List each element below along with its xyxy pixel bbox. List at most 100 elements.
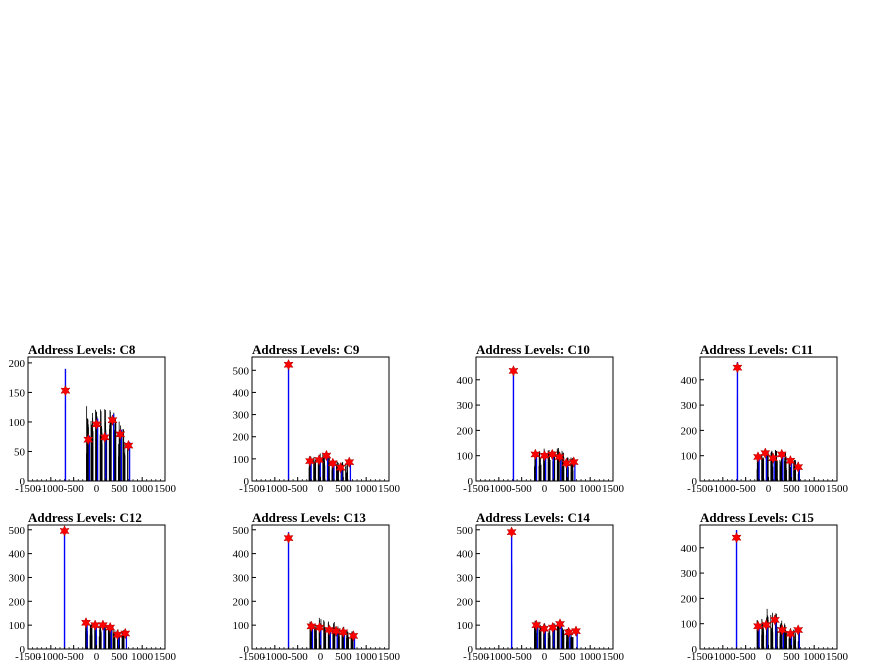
x-tick-label: -1500 [463, 483, 489, 495]
peak-marker [769, 614, 780, 626]
peak-marker [793, 624, 804, 636]
y-tick-label: 300 [233, 572, 250, 584]
peak-marker [554, 618, 566, 630]
y-tick-label: 400 [233, 387, 250, 399]
x-tick-label: -1500 [239, 483, 265, 495]
x-tick-label: -500 [512, 483, 533, 495]
y-tick-label: 100 [681, 619, 698, 631]
x-tick-label: 500 [335, 651, 352, 663]
x-tick-label: -500 [64, 651, 85, 663]
y-tick-label: 300 [9, 572, 26, 584]
x-tick-label: 1500 [602, 483, 625, 495]
x-tick-label: -1500 [687, 483, 713, 495]
y-tick-label: 500 [457, 525, 474, 537]
peak-marker [91, 418, 102, 431]
y-tick-label: 500 [9, 525, 26, 537]
peak-marker [80, 616, 92, 629]
x-tick-label: 1000 [355, 483, 378, 495]
x-tick-label: -1000 [486, 651, 512, 663]
peak-marker [324, 624, 335, 636]
peak-marker [554, 451, 565, 463]
chart-panel: Address Levels: C11-1500-1000 -500 0 500 100… [681, 342, 849, 495]
peak-marker [531, 619, 542, 631]
peak-marker [304, 455, 316, 467]
peak-marker [306, 620, 317, 633]
peak-marker [506, 526, 517, 538]
y-tick-label: 0 [20, 476, 26, 488]
x-tick-label: -1000 [262, 483, 288, 495]
x-tick-label: -1500 [239, 651, 265, 663]
peak-marker [731, 531, 742, 544]
chart-title: Address Levels: C14 [476, 510, 590, 525]
y-tick-label: 0 [468, 644, 474, 656]
chart-title: Address Levels: C13 [252, 510, 366, 525]
x-tick-label: 1000 [579, 651, 602, 663]
x-tick-label: 1000 [579, 483, 602, 495]
x-tick-label: 0 [318, 483, 324, 495]
x-tick-label: -1000 [710, 651, 736, 663]
peak-marker [338, 626, 349, 639]
peak-marker [539, 622, 550, 635]
x-tick-label: -1000 [710, 483, 736, 495]
y-tick-label: 200 [681, 593, 698, 605]
y-tick-label: 0 [468, 476, 474, 488]
y-tick-label: 200 [233, 432, 250, 444]
x-tick-label: 1000 [803, 483, 826, 495]
chart-panel: Address Levels: C10-1500-1000 -500 0 500 100… [457, 342, 625, 495]
x-tick-label: 1500 [378, 651, 401, 663]
chart-panel: Address Levels: C15-1500-1000 -500 0 500 100… [681, 510, 849, 663]
x-tick-label: -1000 [262, 651, 288, 663]
x-tick-label: 1500 [826, 483, 849, 495]
y-tick-label: 500 [233, 525, 250, 537]
chart-panel: Address Levels: C9-1500-1000 -500 0 500 1000… [233, 342, 401, 495]
y-tick-label: 100 [9, 417, 26, 429]
x-tick-label: -500 [288, 483, 309, 495]
y-tick-label: 100 [233, 620, 250, 632]
chart-panel: Address Levels: C14-1500-1000 -500 0 500 100… [457, 510, 625, 663]
y-tick-label: 100 [233, 454, 250, 466]
y-tick-label: 200 [9, 596, 26, 608]
peak-marker [530, 448, 541, 461]
y-tick-label: 50 [14, 446, 26, 458]
peak-marker [321, 449, 332, 462]
peak-marker [327, 457, 338, 470]
x-tick-label: 1500 [154, 651, 177, 663]
x-tick-label: 500 [783, 483, 800, 495]
x-tick-label: -500 [736, 651, 757, 663]
chart-panel: Address Levels: C13-1500-1000 -500 0 500 100… [233, 510, 401, 663]
peak-marker [777, 624, 788, 636]
x-tick-label: 500 [783, 651, 800, 663]
x-tick-label: 1000 [131, 483, 154, 495]
peak-marker [115, 428, 126, 441]
x-tick-label: -1500 [687, 651, 713, 663]
chart-title: Address Levels: C11 [700, 342, 813, 357]
x-tick-label: 1500 [826, 651, 849, 663]
peak-marker [123, 439, 134, 452]
y-tick-label: 100 [681, 451, 698, 463]
x-tick-label: -500 [512, 651, 533, 663]
y-tick-label: 500 [233, 365, 250, 377]
y-tick-label: 400 [457, 375, 474, 387]
peak-marker [568, 456, 579, 468]
peak-marker [107, 414, 118, 426]
y-tick-label: 300 [681, 568, 698, 580]
y-tick-label: 0 [244, 476, 250, 488]
x-tick-label: 1000 [131, 651, 154, 663]
peak-marker [330, 625, 342, 637]
y-tick-label: 300 [457, 400, 474, 412]
x-tick-label: 1500 [602, 651, 625, 663]
chart-title: Address Levels: C12 [28, 510, 142, 525]
y-tick-label: 100 [9, 620, 26, 632]
y-tick-label: 0 [692, 476, 698, 488]
x-tick-label: 500 [559, 651, 576, 663]
chart-panel: Address Levels: C12-1500-1000 -500 0 500 100… [9, 510, 177, 663]
x-tick-label: -1500 [463, 651, 489, 663]
x-tick-label: -1000 [38, 651, 64, 663]
peak-marker [570, 625, 582, 637]
peak-marker [760, 447, 771, 459]
y-tick-label: 200 [681, 425, 698, 437]
chart-title: Address Levels: C15 [700, 510, 814, 525]
y-tick-label: 200 [9, 358, 26, 370]
peak-marker [120, 627, 131, 640]
x-tick-label: 0 [766, 483, 772, 495]
